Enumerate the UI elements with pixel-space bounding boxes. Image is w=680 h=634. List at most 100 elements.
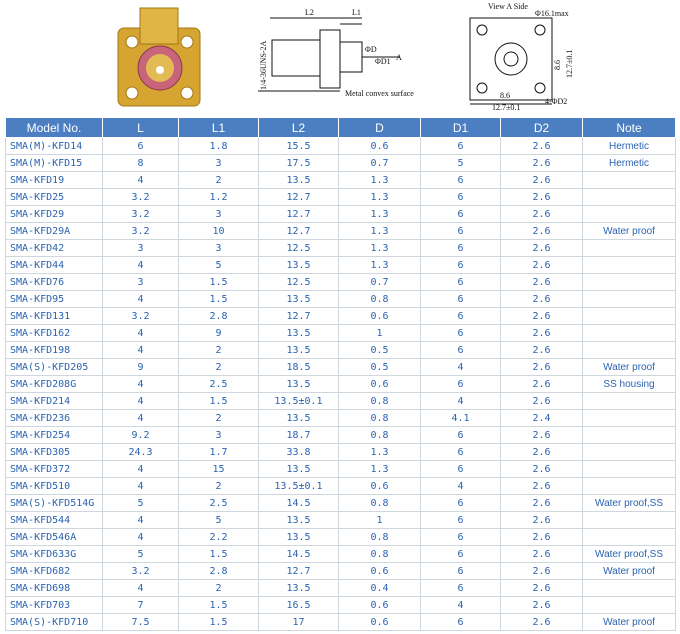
table-row: SMA-KFD29A 3.2 10 12.7 1.3 6 2.6 Water proof	[5, 222, 676, 240]
cell: 4	[102, 579, 179, 597]
label: 1/4-36UNS-2A	[259, 40, 268, 90]
label: L1	[352, 8, 361, 17]
cell: 0.8	[338, 545, 421, 563]
label: View A Side	[488, 2, 528, 11]
cell: 3.2	[102, 205, 179, 223]
cell: 1.3	[338, 239, 421, 257]
cell: 4	[102, 256, 179, 274]
cell	[582, 443, 676, 461]
cell: 2.8	[178, 562, 259, 580]
table-row: SMA-KFD95 4 1.5 13.5 0.8 6 2.6	[5, 290, 676, 308]
cell: 4	[420, 596, 501, 614]
header-cell: L1	[178, 117, 259, 138]
table-row: SMA-KFD305 24.3 1.7 33.8 1.3 6 2.6	[5, 443, 676, 461]
cell: 0.5	[338, 341, 421, 359]
cell: 2.2	[178, 528, 259, 546]
cell: 13.5	[258, 409, 339, 427]
table-row: SMA-KFD44 4 5 13.5 1.3 6 2.6	[5, 256, 676, 274]
cell: Water proof	[582, 358, 676, 376]
cell: 1.3	[338, 222, 421, 240]
cell	[582, 596, 676, 614]
cell: 6	[102, 137, 179, 155]
label: Φ16.1max	[535, 9, 569, 18]
cell: 2.6	[500, 460, 583, 478]
cell: 13.5±0.1	[258, 477, 339, 495]
cell: 6	[420, 375, 501, 393]
cell	[582, 392, 676, 410]
cell: 12.5	[258, 239, 339, 257]
cell: 4	[102, 392, 179, 410]
cell: SMA-KFD236	[5, 409, 103, 427]
cell: 15	[178, 460, 259, 478]
cell: 4	[420, 477, 501, 495]
label: A	[396, 53, 402, 62]
cell: 6	[420, 579, 501, 597]
cell: 2.6	[500, 273, 583, 291]
cell: 2.6	[500, 239, 583, 257]
cell: 4	[102, 341, 179, 359]
header-cell: Model No.	[5, 117, 103, 138]
cell: 7.5	[102, 613, 179, 631]
cell: 1.5	[178, 392, 259, 410]
table-row: SMA-KFD76 3 1.5 12.5 0.7 6 2.6	[5, 273, 676, 291]
cell: 2.6	[500, 613, 583, 631]
cell: 4	[102, 477, 179, 495]
cell: SMA(M)-KFD15	[5, 154, 103, 172]
cell	[582, 528, 676, 546]
header-cell: D1	[420, 117, 501, 138]
cell: 18.7	[258, 426, 339, 444]
cell: 2.6	[500, 154, 583, 172]
cell: 1.8	[178, 137, 259, 155]
cell: 6	[420, 307, 501, 325]
cell: SMA(S)-KFD205	[5, 358, 103, 376]
cell: 13.5	[258, 341, 339, 359]
cell: 4	[102, 409, 179, 427]
cell: 6	[420, 205, 501, 223]
cell: 2.6	[500, 222, 583, 240]
table-row: SMA(S)-KFD205 9 2 18.5 0.5 4 2.6 Water proof	[5, 358, 676, 376]
cell: 4	[102, 375, 179, 393]
table-row: SMA-KFD198 4 2 13.5 0.5 6 2.6	[5, 341, 676, 359]
cell: SMA-KFD633G	[5, 545, 103, 563]
cell: 0.8	[338, 409, 421, 427]
cell: 2.4	[500, 409, 583, 427]
cell: 5	[102, 545, 179, 563]
cell: 2.6	[500, 290, 583, 308]
cell: 15.5	[258, 137, 339, 155]
cell: SS housing	[582, 375, 676, 393]
cell: 6	[420, 222, 501, 240]
cell: SMA(M)-KFD14	[5, 137, 103, 155]
cell: 6	[420, 443, 501, 461]
cell: 1	[338, 511, 421, 529]
cell: Water proof	[582, 222, 676, 240]
cell	[582, 409, 676, 427]
cell: 0.6	[338, 562, 421, 580]
cell: 2.5	[178, 375, 259, 393]
cell: 2.8	[178, 307, 259, 325]
cell: 13.5	[258, 171, 339, 189]
cell: 2	[178, 409, 259, 427]
table-row: SMA-KFD698 4 2 13.5 0.4 6 2.6	[5, 579, 676, 597]
cell: 3.2	[102, 307, 179, 325]
cell: 4	[102, 171, 179, 189]
header-cell: Note	[582, 117, 676, 138]
cell: 0.8	[338, 290, 421, 308]
label: Metal convex surface	[345, 89, 414, 98]
cell: 2.6	[500, 494, 583, 512]
cell: 6	[420, 256, 501, 274]
cell	[582, 460, 676, 478]
cell: 2	[178, 171, 259, 189]
table-row: SMA-KFD546A 4 2.2 13.5 0.8 6 2.6	[5, 528, 676, 546]
label: ΦD1	[375, 57, 391, 66]
cell: 3	[178, 426, 259, 444]
cell: 6	[420, 494, 501, 512]
cell: 1.5	[178, 613, 259, 631]
cell: 17	[258, 613, 339, 631]
cell: 2.6	[500, 528, 583, 546]
cell: 3	[178, 239, 259, 257]
table-row: SMA-KFD29 3.2 3 12.7 1.3 6 2.6	[5, 205, 676, 223]
cell: 6	[420, 290, 501, 308]
cell: Hermetic	[582, 154, 676, 172]
cell: 13.5	[258, 324, 339, 342]
cell	[582, 511, 676, 529]
